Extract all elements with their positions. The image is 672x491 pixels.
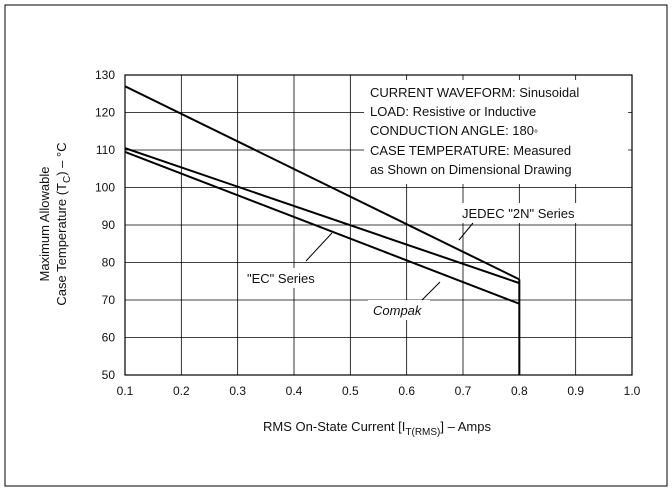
ec-label-bg — [240, 268, 336, 288]
condition-drawing: as Shown on Dimensional Drawing — [370, 162, 572, 177]
x-axis-label-sub: T(RMS) — [405, 427, 440, 438]
condition-angle-degree: ° — [534, 129, 538, 140]
x-tick-label: 0.7 — [455, 384, 472, 398]
y-axis-label-line1: Maximum Allowable — [37, 167, 52, 282]
y-tick-label: 80 — [102, 256, 116, 270]
series-line-jedec — [124, 85, 520, 281]
series-line-compak — [124, 150, 520, 305]
condition-case-temp: CASE TEMPERATURE: Measured — [370, 143, 571, 158]
conditions-background — [364, 80, 628, 184]
y-tick-label: 90 — [102, 218, 116, 232]
x-axis-label-main: RMS On-State Current [I — [263, 419, 405, 434]
x-tick-label: 0.9 — [567, 384, 584, 398]
x-tick-label: 0.6 — [398, 384, 415, 398]
condition-angle: CONDUCTION ANGLE: 180° — [370, 123, 538, 140]
y-tick-label: 100 — [95, 181, 115, 195]
jedec-label-bg — [456, 203, 614, 223]
compak-series-label: Compak — [373, 303, 423, 318]
y-tick-label: 60 — [102, 331, 116, 345]
y-axis-label: Maximum Allowable Case Temperature (TC) … — [37, 142, 73, 305]
y-tick-label: 120 — [95, 106, 115, 120]
x-axis-label-tail: ] – Amps — [440, 419, 491, 434]
x-tick-label: 1.0 — [624, 384, 641, 398]
figure-frame — [4, 4, 668, 487]
tick-labels: 0.1 0.2 0.3 0.4 0.5 0.6 0.7 0.8 0.9 1.0 50 60 70 80 90… — [95, 68, 641, 398]
y-axis-label-line2: Case Temperature (TC) – °C — [54, 142, 73, 305]
y-axis-label-line2-main: Case Temperature (T — [54, 183, 69, 306]
y-tick-label: 70 — [102, 293, 116, 307]
compak-label-bg — [368, 300, 430, 320]
compak-leader-line — [421, 281, 441, 301]
y-tick-label: 50 — [102, 368, 116, 382]
series-lines — [124, 85, 520, 305]
x-axis-label: RMS On-State Current [IT(RMS)] – Amps — [263, 419, 491, 438]
x-tick-label: 0.2 — [173, 384, 190, 398]
y-tick-label: 130 — [95, 68, 115, 82]
y-axis-label-line2-tail: ) – °C — [54, 142, 69, 175]
series-line-ec — [124, 147, 520, 285]
condition-angle-text: CONDUCTION ANGLE: 180 — [370, 123, 534, 138]
plot-border — [124, 74, 633, 376]
ec-leader-line — [305, 232, 333, 262]
y-tick-label: 110 — [96, 143, 115, 157]
conditions-box: CURRENT WAVEFORM: Sinusoidal LOAD: Resis… — [364, 80, 628, 184]
jedec-leader-line — [458, 222, 474, 241]
x-tick-label: 0.4 — [286, 384, 303, 398]
series-labels: JEDEC "2N" Series "EC" Series Compak — [240, 203, 614, 320]
condition-waveform: CURRENT WAVEFORM: Sinusoidal — [370, 85, 579, 100]
condition-load: LOAD: Resistive or Inductive — [370, 104, 536, 119]
x-tick-label: 0.1 — [117, 384, 134, 398]
jedec-series-label: JEDEC "2N" Series — [462, 206, 575, 221]
ec-series-label: "EC" Series — [247, 271, 315, 286]
x-tick-label: 0.3 — [229, 384, 246, 398]
x-tick-label: 0.5 — [342, 384, 359, 398]
x-tick-label: 0.8 — [511, 384, 528, 398]
y-axis-label-line2-sub: C — [62, 176, 73, 183]
